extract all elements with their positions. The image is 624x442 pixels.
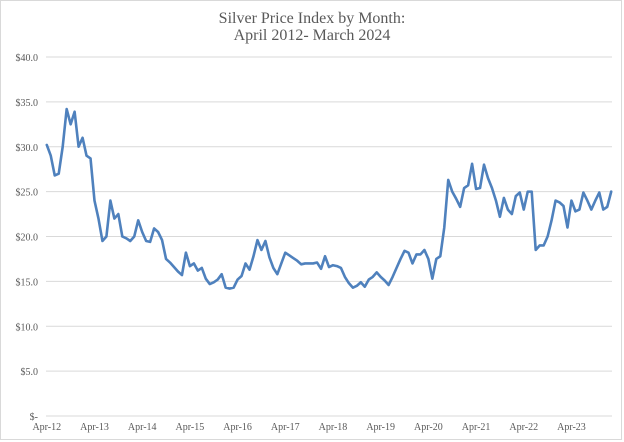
x-tick-label: Apr-13	[80, 422, 109, 433]
x-tick-label: Apr-17	[271, 422, 300, 433]
chart-subtitle: April 2012- March 2024	[233, 27, 391, 44]
y-tick-label: $15.0	[16, 277, 39, 288]
x-tick-label: Apr-20	[414, 422, 443, 433]
x-tick-label: Apr-12	[32, 422, 61, 433]
y-axis-ticks: $- $5.0 $10.0 $15.0 $20.0 $25.0 $30.0 $35.0 $40.…	[16, 53, 39, 423]
x-tick-label: Apr-23	[557, 422, 586, 433]
y-tick-label: $35.0	[16, 98, 39, 109]
y-tick-label: $25.0	[16, 188, 39, 199]
chart-title: Silver Price Index by Month:	[218, 10, 406, 27]
y-tick-label: $20.0	[16, 233, 39, 244]
x-tick-label: Apr-14	[128, 422, 157, 433]
x-tick-label: Apr-21	[462, 422, 491, 433]
x-tick-label: Apr-22	[509, 422, 538, 433]
series-layer	[45, 107, 613, 290]
y-tick-label: $30.0	[16, 143, 39, 154]
y-tick-label: $40.0	[16, 53, 39, 64]
y-tick-label: $-	[30, 412, 38, 423]
y-tick-label: $5.0	[21, 367, 39, 378]
gridlines	[46, 56, 612, 417]
y-tick-label: $10.0	[16, 322, 39, 333]
x-axis-ticks: Apr-12 Apr-13 Apr-14 Apr-15 Apr-16 Apr-17 Apr-…	[32, 422, 585, 433]
x-tick-label: Apr-15	[176, 422, 205, 433]
x-tick-label: Apr-16	[223, 422, 252, 433]
x-tick-label: Apr-18	[319, 422, 348, 433]
x-tick-label: Apr-19	[366, 422, 395, 433]
series-line	[45, 107, 613, 290]
